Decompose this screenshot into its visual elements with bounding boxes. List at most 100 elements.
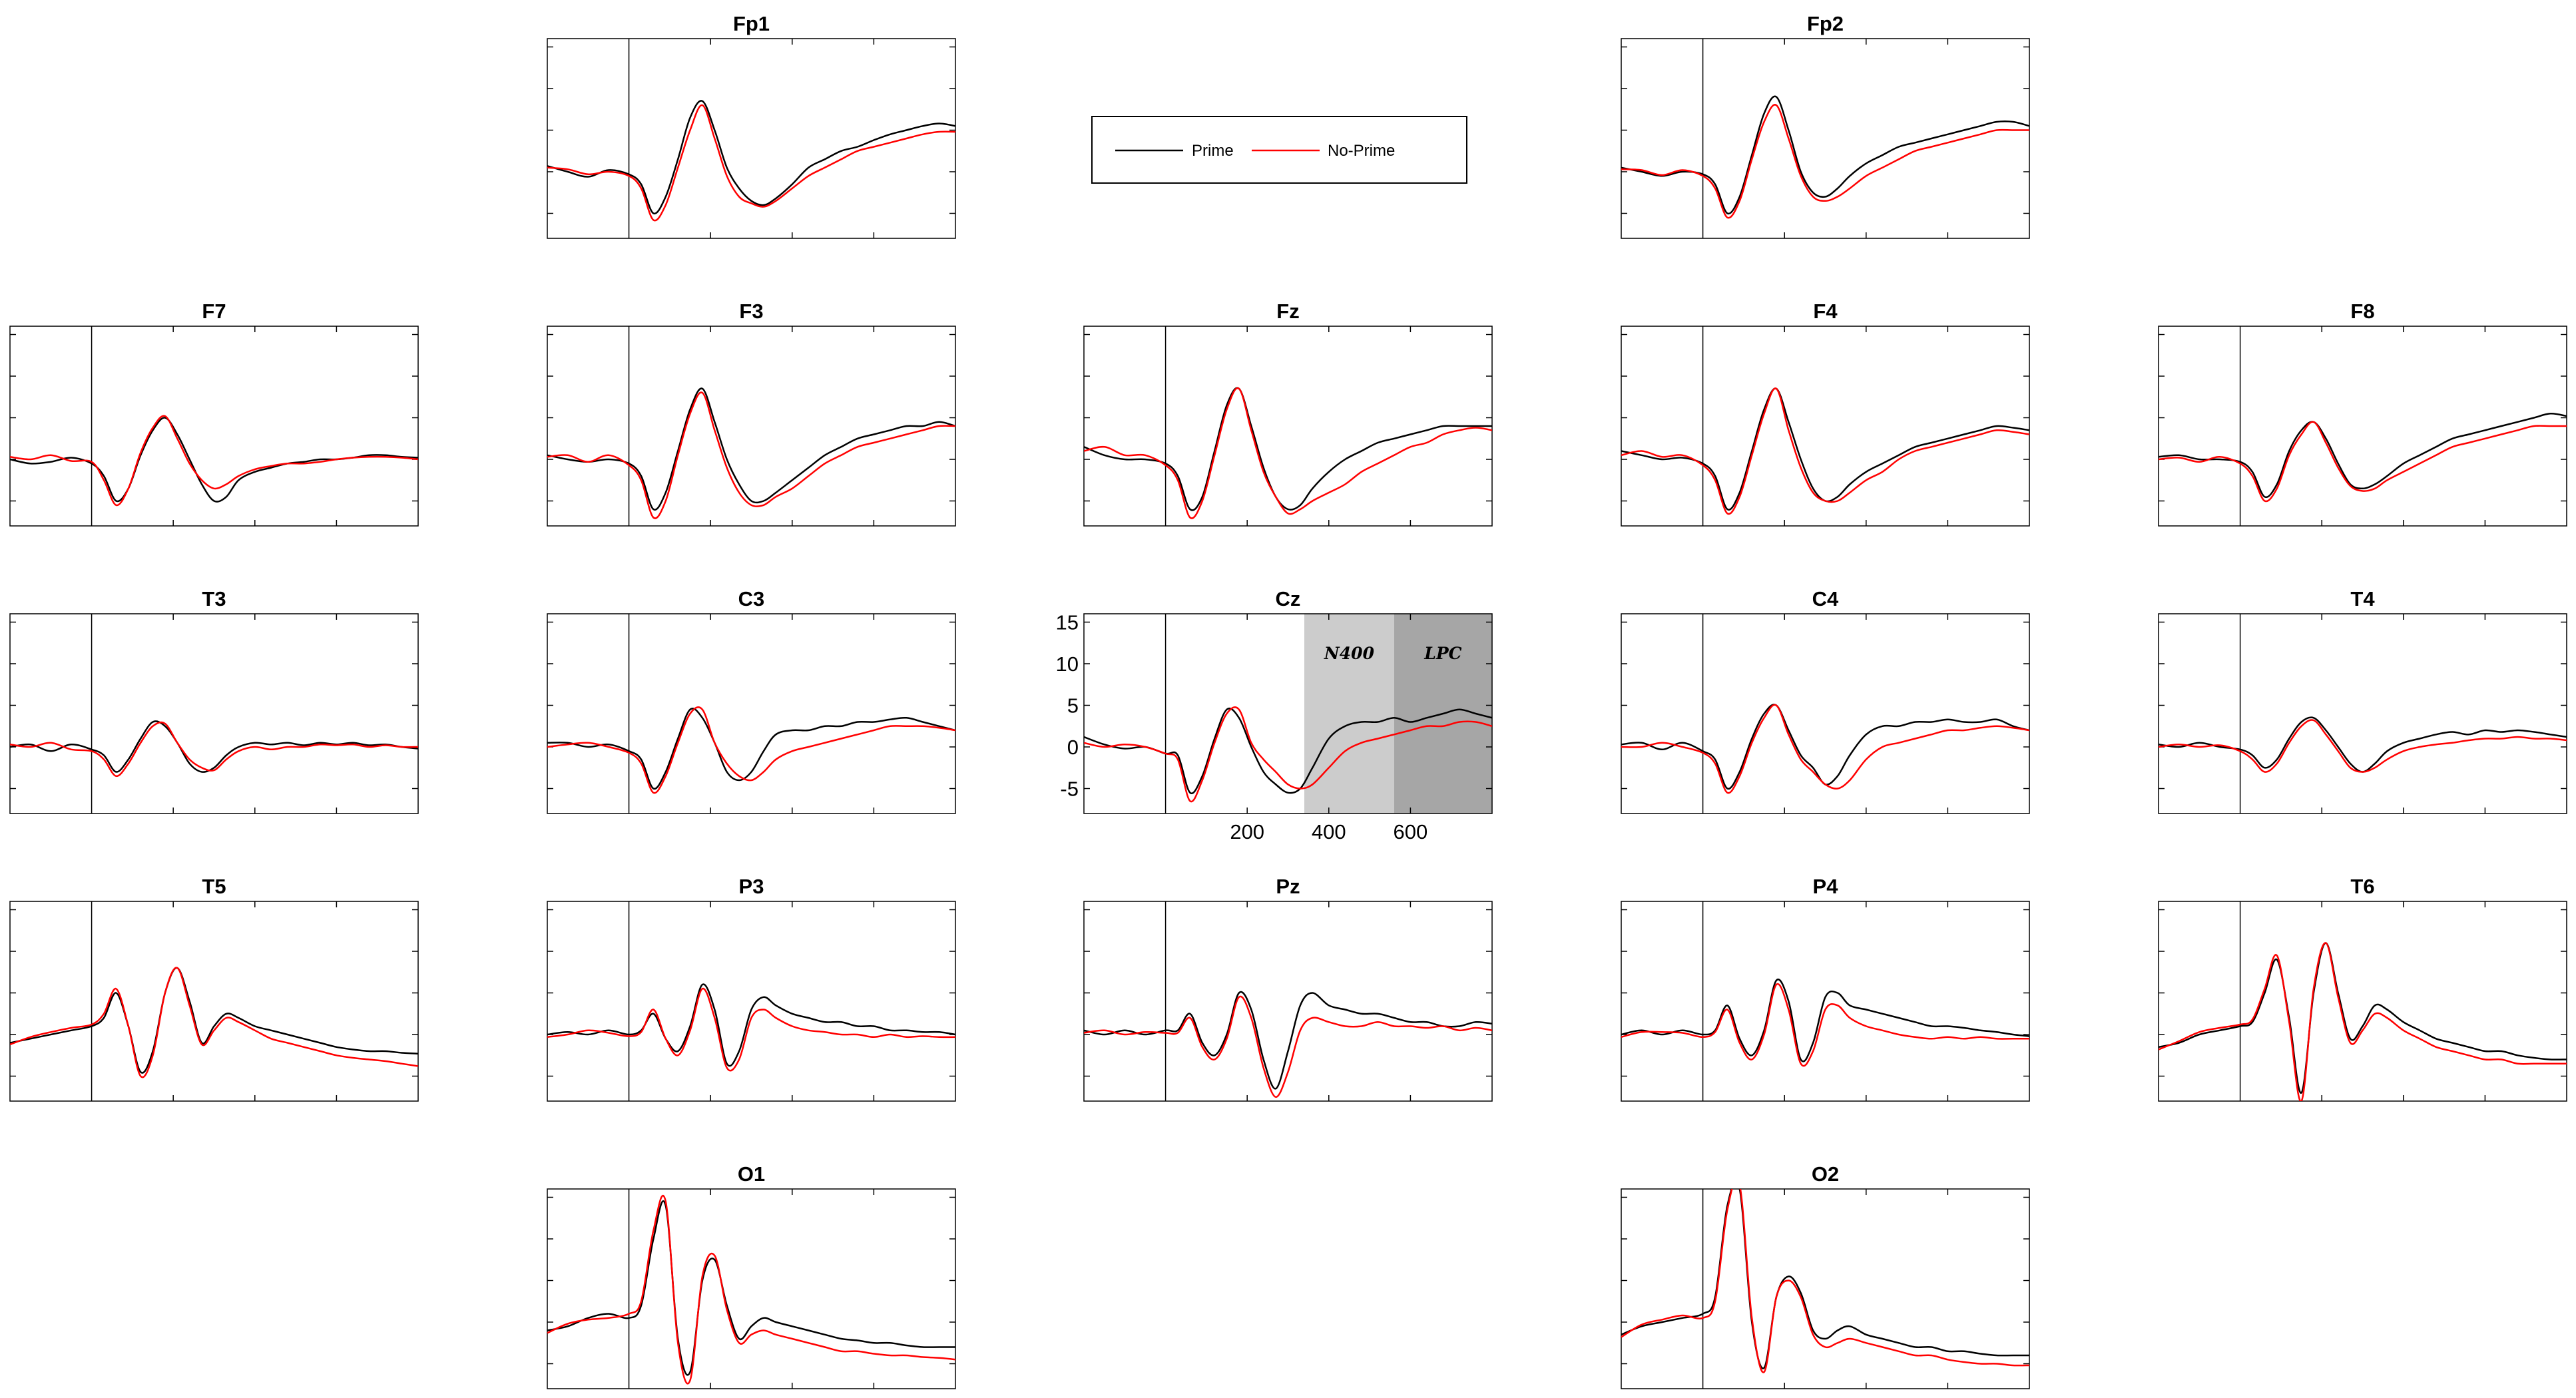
series-line-prime-p4 <box>1621 978 2029 1062</box>
series-line-noprime-t3 <box>10 721 418 778</box>
panel-title-t4: T4 <box>2350 587 2375 610</box>
panel-title-o1: O1 <box>738 1162 765 1186</box>
series-line-prime-fz <box>1084 387 1492 511</box>
panel-title-f8: F8 <box>2350 300 2374 323</box>
series-line-noprime-c3 <box>547 706 955 794</box>
panel-fp1: Fp1 <box>547 12 956 239</box>
panel-t5: T5 <box>9 875 419 1102</box>
region-label-n400: N400 <box>1324 644 1375 663</box>
panel-frame-t6 <box>2158 901 2567 1102</box>
panel-frame-t5 <box>9 901 419 1102</box>
panel-title-c3: C3 <box>738 587 765 610</box>
panel-o2: O2 <box>1621 1162 2030 1389</box>
panel-p3: P3 <box>547 875 956 1102</box>
panel-frame-fp1 <box>547 38 956 239</box>
panel-frame-f8 <box>2158 326 2567 527</box>
panel-title-t6: T6 <box>2350 875 2374 898</box>
series-line-prime-fp2 <box>1621 95 2029 215</box>
y-tick-label--5: -5 <box>1060 778 1079 801</box>
series-line-prime-f3 <box>547 387 955 511</box>
series-line-noprime-fp1 <box>547 104 955 222</box>
panel-frame-cz <box>1083 613 1493 814</box>
series-line-noprime-fp2 <box>1621 104 2029 219</box>
panel-f3: F3 <box>547 300 956 527</box>
series-line-prime-cz <box>1084 707 1492 795</box>
x-tick-label-200: 200 <box>1230 820 1264 843</box>
series-line-noprime-pz <box>1084 995 1492 1098</box>
panel-p4: P4 <box>1621 875 2030 1102</box>
panel-fz: Fz <box>1083 300 1493 527</box>
series-line-prime-t5 <box>10 967 418 1074</box>
series-line-prime-o2 <box>1621 1189 2029 1369</box>
panel-frame-c3 <box>547 613 956 814</box>
x-tick-label-600: 600 <box>1394 820 1428 843</box>
panel-title-f3: F3 <box>739 300 763 323</box>
panel-c4: C4 <box>1621 587 2030 814</box>
series-line-noprime-t5 <box>10 967 418 1078</box>
series-line-noprime-cz <box>1084 706 1492 803</box>
y-tick-label-5: 5 <box>1067 694 1079 718</box>
series-line-noprime-t4 <box>2159 719 2567 773</box>
series-line-noprime-f7 <box>10 415 418 507</box>
panel-frame-p4 <box>1621 901 2030 1102</box>
panel-title-t5: T5 <box>202 875 226 898</box>
panel-frame-o2 <box>1621 1188 2030 1389</box>
legend-label-noprime: No-Prime <box>1328 142 1395 160</box>
series-line-prime-t3 <box>10 720 418 773</box>
series-line-prime-t6 <box>2159 942 2567 1094</box>
panel-title-f4: F4 <box>1813 300 1838 323</box>
series-line-prime-t4 <box>2159 716 2567 773</box>
series-line-noprime-o1 <box>547 1195 955 1385</box>
y-tick-label-0: 0 <box>1067 736 1079 759</box>
series-line-noprime-fz <box>1084 387 1492 519</box>
series-line-noprime-o2 <box>1621 1189 2029 1373</box>
panel-title-cz: Cz <box>1276 587 1301 610</box>
series-line-noprime-f8 <box>2159 421 2567 503</box>
panel-frame-f7 <box>9 326 419 527</box>
panel-frame-pz <box>1083 901 1493 1102</box>
panel-fp2: Fp2 <box>1621 12 2030 239</box>
legend-label-prime: Prime <box>1192 142 1234 160</box>
panel-title-f7: F7 <box>202 300 226 323</box>
panel-frame-t3 <box>9 613 419 814</box>
series-line-prime-f4 <box>1621 387 2029 511</box>
panel-frame-f3 <box>547 326 956 527</box>
series-line-noprime-p4 <box>1621 983 2029 1067</box>
y-tick-label-15: 15 <box>1056 611 1079 634</box>
panel-t3: T3 <box>9 587 419 814</box>
panel-frame-fz <box>1083 326 1493 527</box>
panel-frame-f4 <box>1621 326 2030 527</box>
panel-f4: F4 <box>1621 300 2030 527</box>
panel-title-o2: O2 <box>1812 1162 1839 1186</box>
panel-frame-t4 <box>2158 613 2567 814</box>
series-line-prime-o1 <box>547 1200 955 1376</box>
x-tick-label-400: 400 <box>1312 820 1346 843</box>
series-line-prime-pz <box>1084 991 1492 1090</box>
panel-c3: C3 <box>547 587 956 814</box>
panel-title-fz: Fz <box>1276 300 1299 323</box>
panel-cz: N400 LPC Cz 200 400 600 15 10 5 0 -5 <box>1056 587 1493 843</box>
panel-frame-c4 <box>1621 613 2030 814</box>
panel-frame-o1 <box>547 1188 956 1389</box>
series-line-noprime-p3 <box>547 988 955 1072</box>
series-line-noprime-c4 <box>1621 704 2029 794</box>
panel-title-pz: Pz <box>1276 875 1300 898</box>
panel-f8: F8 <box>2158 300 2567 527</box>
series-line-prime-c4 <box>1621 704 2029 790</box>
series-line-prime-f8 <box>2159 413 2567 499</box>
panel-title-p4: P4 <box>1813 875 1839 898</box>
panel-o1: O1 <box>547 1162 956 1389</box>
panel-t6: T6 <box>2158 875 2567 1102</box>
panel-pz: Pz <box>1083 875 1493 1102</box>
region-label-lpc: LPC <box>1423 644 1461 663</box>
panel-title-p3: P3 <box>739 875 764 898</box>
series-line-prime-fp1 <box>547 100 955 215</box>
series-line-prime-p3 <box>547 983 955 1067</box>
region-n400 <box>1304 614 1394 814</box>
series-line-noprime-t6 <box>2159 942 2567 1101</box>
panel-frame-p3 <box>547 901 956 1102</box>
panel-title-t3: T3 <box>202 587 226 610</box>
panel-t4: T4 <box>2158 587 2567 814</box>
panel-frame-fp2 <box>1621 38 2030 239</box>
series-line-noprime-f4 <box>1621 387 2029 515</box>
